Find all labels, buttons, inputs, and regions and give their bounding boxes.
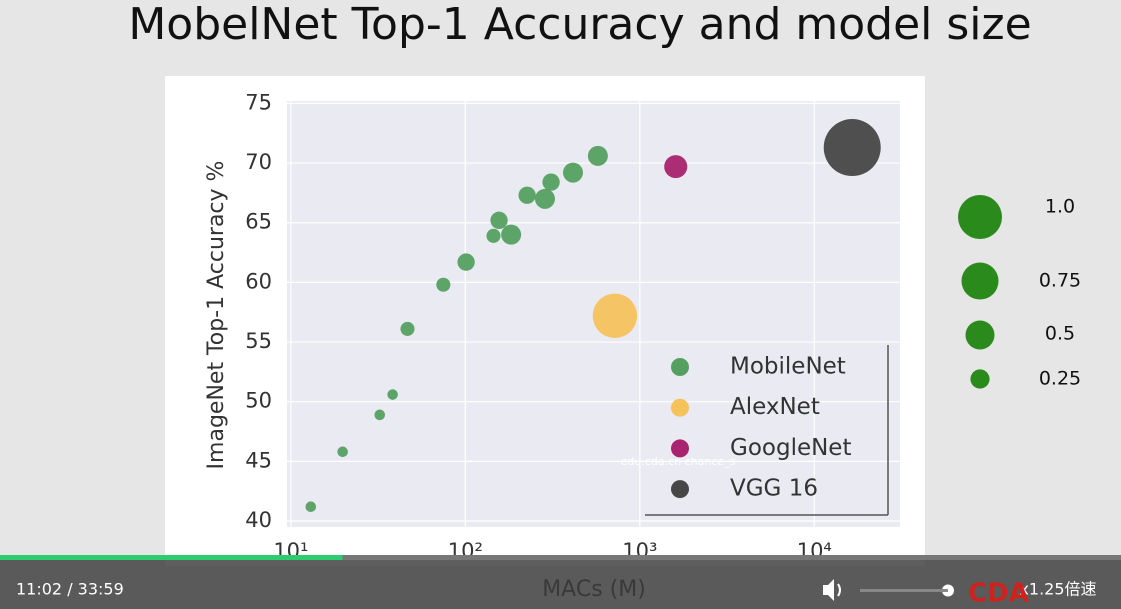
size-legend-marker xyxy=(958,195,1002,239)
size-legend-label: 0.5 xyxy=(1045,323,1075,345)
y-tick-label: 50 xyxy=(245,389,272,413)
legend-marker xyxy=(671,439,689,458)
legend-marker xyxy=(671,358,689,376)
data-point xyxy=(542,173,560,191)
y-tick-label: 60 xyxy=(245,269,272,293)
volume-button[interactable] xyxy=(823,579,841,601)
data-point xyxy=(664,155,688,179)
time-display: 11:02 / 33:59 xyxy=(16,580,124,599)
size-legend-label: 0.25 xyxy=(1039,368,1081,390)
data-point xyxy=(501,224,522,245)
data-point xyxy=(337,446,348,458)
legend-marker xyxy=(671,480,689,499)
data-point xyxy=(518,186,536,204)
logo: CDA xyxy=(968,579,1029,609)
data-point xyxy=(374,409,386,421)
control-bar xyxy=(0,560,1121,609)
volume-icon xyxy=(837,583,841,597)
data-point xyxy=(436,277,451,292)
legend-label: MobileNet xyxy=(730,354,846,380)
data-point xyxy=(486,228,501,243)
legend-label: GoogleNet xyxy=(730,435,851,461)
size-legend-label: 1.0 xyxy=(1045,196,1075,218)
volume-track[interactable] xyxy=(860,589,948,592)
size-legend-marker xyxy=(965,320,995,350)
legend-label: AlexNet xyxy=(730,394,820,420)
y-tick-label: 45 xyxy=(245,448,272,472)
y-tick-label: 75 xyxy=(245,90,272,114)
data-point xyxy=(490,211,508,229)
y-axis-label: ImageNet Top-1 Accuracy % xyxy=(204,161,229,470)
y-tick-label: 40 xyxy=(245,508,272,532)
y-tick-label: 70 xyxy=(245,150,272,174)
data-point xyxy=(400,321,415,336)
legend-label: VGG 16 xyxy=(730,476,818,502)
watermark: edu.cda.cn chance_s xyxy=(621,455,736,468)
data-point xyxy=(587,145,608,166)
size-legend-label: 0.75 xyxy=(1039,270,1081,292)
y-tick-label: 55 xyxy=(245,329,272,353)
speed-button[interactable]: x1.25倍速 xyxy=(1019,580,1096,599)
data-point xyxy=(562,162,583,183)
legend-marker xyxy=(671,398,689,417)
progress-track[interactable] xyxy=(0,555,1121,560)
data-point xyxy=(387,389,398,400)
data-point xyxy=(823,119,881,177)
volume-icon xyxy=(823,579,834,601)
y-tick-label: 65 xyxy=(245,210,272,234)
data-point xyxy=(592,293,638,338)
data-point xyxy=(457,253,475,271)
data-point xyxy=(534,188,555,209)
progress-played[interactable] xyxy=(0,555,343,560)
data-point xyxy=(305,501,317,512)
size-legend-marker xyxy=(961,262,999,300)
size-legend-marker xyxy=(970,369,990,389)
slide-title: MobelNet Top-1 Accuracy and model size xyxy=(128,0,1031,50)
